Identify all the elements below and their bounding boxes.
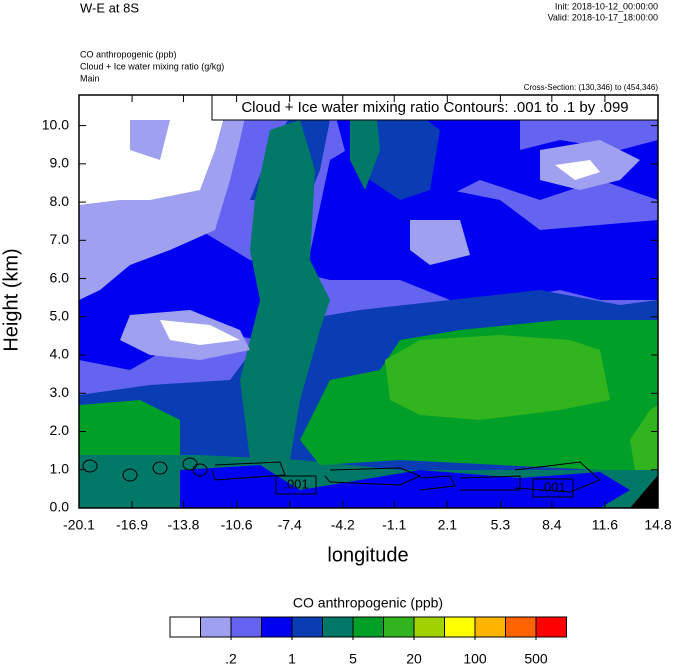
x-tick-label: -4.2	[331, 517, 355, 533]
colorbar-box	[444, 616, 476, 638]
colorbar-box	[505, 616, 537, 638]
colorbar-box	[383, 616, 415, 638]
contour-fill	[79, 130, 658, 370]
y-tick-label: 0.0	[50, 499, 70, 515]
info-box	[211, 94, 659, 121]
contour-line	[211, 461, 286, 481]
colorbar-box	[230, 616, 262, 638]
y-tick-label: 6.0	[50, 269, 70, 285]
contour-label: .001	[283, 476, 308, 491]
colorbar-label: 20	[406, 651, 422, 667]
contour-line	[419, 475, 456, 491]
contour-fill	[410, 220, 470, 265]
terrain	[630, 475, 658, 508]
x-tick-label: -1.1	[382, 517, 406, 533]
x-tick-label: -10.6	[221, 517, 253, 533]
colorbar-box	[200, 616, 232, 638]
x-tick-label: 14.8	[644, 517, 671, 533]
contour-info: Cloud + Ice water mixing ratio Contours:…	[241, 99, 628, 116]
contour-line	[192, 463, 208, 477]
contour-fill	[160, 320, 240, 345]
x-tick-label: -20.1	[63, 517, 95, 533]
x-tick-label: 8.4	[542, 517, 562, 533]
y-tick-label: 3.0	[50, 384, 70, 400]
colorbar-box	[169, 616, 201, 638]
contour-label-box	[532, 478, 574, 498]
contour-line	[122, 468, 138, 482]
field-label: Cloud + Ice water mixing ratio (g/kg)	[80, 61, 224, 71]
y-tick-label: 9.0	[50, 155, 70, 171]
colorbar-box	[352, 616, 384, 638]
plot-frame	[78, 94, 659, 509]
colorbar-label: .2	[225, 651, 237, 667]
contour-fill	[555, 160, 600, 180]
y-tick-label: 4.0	[50, 346, 70, 362]
y-tick-label: 2.0	[50, 422, 70, 438]
colorbar-box	[413, 616, 445, 638]
colorbar-label: 5	[349, 651, 357, 667]
field-label: CO anthropogenic (ppb)	[80, 49, 177, 59]
chart-title: W-E at 8S	[80, 0, 139, 15]
colorbar-box	[322, 616, 354, 638]
contour-line	[514, 461, 601, 493]
colorbar-label: 100	[463, 651, 487, 667]
x-axis-label: longitude	[327, 544, 408, 566]
y-tick-label: 8.0	[50, 193, 70, 209]
contour-fill	[240, 120, 330, 460]
colorbar-box	[535, 616, 567, 638]
contour-label: .001	[540, 479, 565, 494]
x-tick-label: -7.4	[278, 517, 302, 533]
contour-fill	[130, 120, 170, 160]
plot-area: .001 .001	[79, 95, 658, 508]
contour-fill	[350, 98, 380, 190]
y-tick-label: 5.0	[50, 307, 70, 323]
contour-fill	[385, 335, 610, 420]
contour-line	[324, 467, 422, 486]
y-tick-label: 1.0	[50, 460, 70, 476]
init-time: Init: 2018-10-12_00:00:00	[555, 1, 658, 11]
y-tick-label: 10.0	[42, 116, 69, 132]
y-axis-label: Height (km)	[0, 248, 22, 351]
contour-label-box	[275, 475, 317, 495]
contour-line	[82, 459, 98, 473]
x-tick-label: 11.6	[592, 517, 618, 533]
contour-line	[459, 475, 521, 491]
colorbar-label: 1	[288, 651, 296, 667]
colorbar-box	[474, 616, 506, 638]
contour-line	[182, 457, 198, 471]
x-tick-label: 5.3	[491, 517, 511, 533]
colorbar-label: 500	[524, 651, 548, 667]
contour-fill	[79, 400, 180, 455]
colorbar-box	[261, 616, 293, 638]
valid-time: Valid: 2018-10-17_18:00:00	[548, 12, 658, 22]
x-tick-label: -13.8	[168, 517, 200, 533]
colorbar-title: CO anthropogenic (ppb)	[293, 595, 443, 611]
x-tick-label: 2.1	[438, 517, 458, 533]
contour-fill	[180, 465, 630, 508]
cross-section: Cross-Section: (130,346) to (454,346)	[524, 83, 659, 92]
colorbar-box	[291, 616, 323, 638]
x-tick-label: -16.9	[116, 517, 148, 533]
field-label: Main	[80, 73, 100, 83]
y-tick-label: 7.0	[50, 231, 70, 247]
contour-line	[152, 461, 168, 475]
contour-fill	[630, 405, 658, 470]
